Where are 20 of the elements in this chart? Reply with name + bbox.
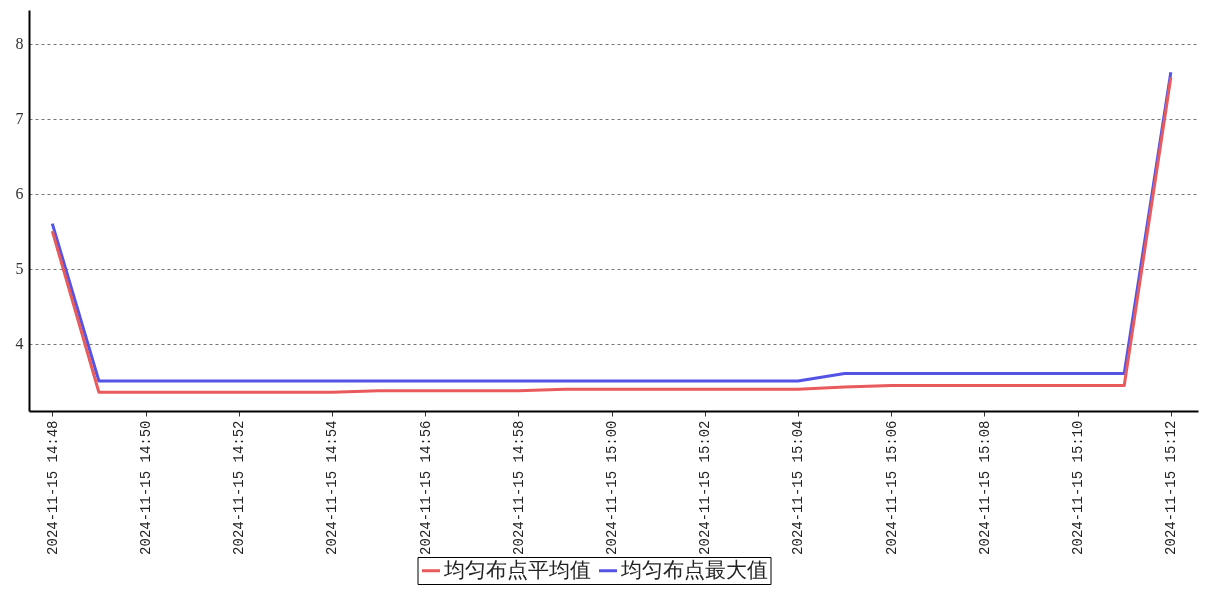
legend-label: 均匀布点平均值 [442,557,591,582]
x-tick-label: 2024-11-15 14:56 [417,420,434,555]
y-tick-label: 4 [15,335,24,353]
y-tick-label: 6 [15,185,24,203]
y-tick-label: 5 [15,260,24,278]
x-tick-label: 2024-11-15 15:12 [1163,420,1180,555]
x-tick-label: 2024-11-15 15:02 [697,420,714,555]
y-tick-label: 7 [15,110,24,128]
x-tick-label: 2024-11-15 15:00 [604,420,621,555]
x-tick-label: 2024-11-15 15:04 [790,420,807,555]
x-tick-label: 2024-11-15 14:48 [44,420,61,555]
x-tick-label: 2024-11-15 15:10 [1070,420,1087,555]
y-tick-label: 8 [15,35,24,53]
x-tick-label: 2024-11-15 15:06 [883,420,900,555]
x-tick-label: 2024-11-15 15:08 [976,420,993,555]
legend-label: 均匀布点最大值 [619,557,768,582]
x-tick-label: 2024-11-15 14:50 [138,420,155,555]
x-tick-label: 2024-11-15 14:54 [324,420,341,555]
x-tick-label: 2024-11-15 14:58 [510,420,527,555]
x-tick-label: 2024-11-15 14:52 [231,420,248,555]
